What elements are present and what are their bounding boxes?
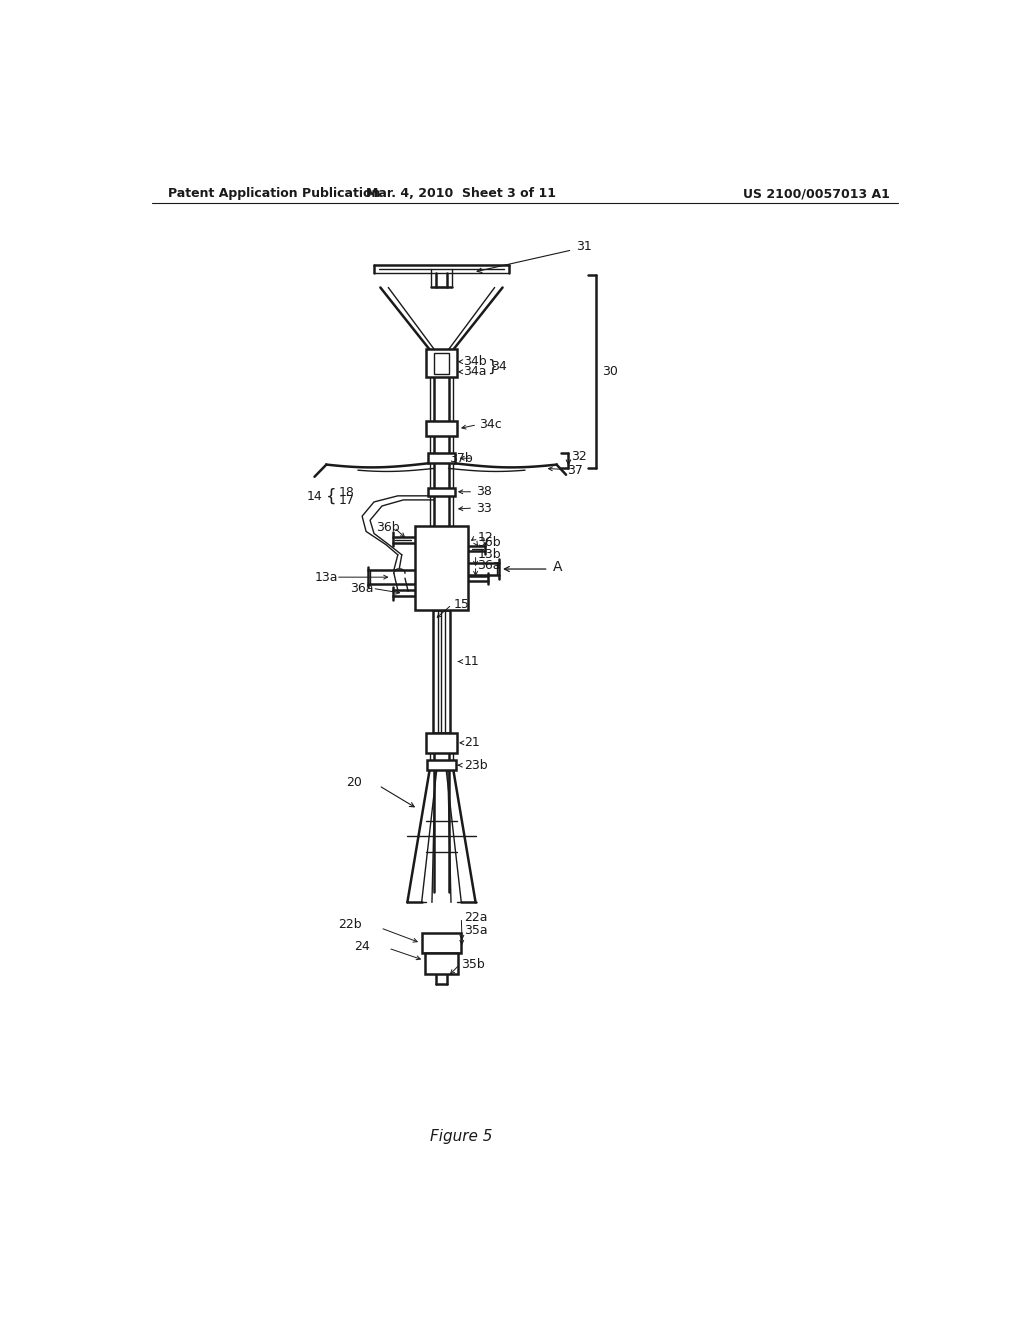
Text: 13b: 13b (477, 548, 501, 561)
Text: 31: 31 (577, 240, 592, 253)
Text: 12: 12 (477, 531, 493, 544)
Bar (427, 760, 456, 771)
Text: A: A (553, 560, 562, 574)
Text: 21: 21 (464, 737, 479, 750)
Text: 36a: 36a (350, 582, 374, 595)
Text: 37b: 37b (450, 451, 473, 465)
Text: 24: 24 (354, 940, 370, 953)
Bar (428, 453, 455, 463)
Text: 15: 15 (454, 598, 469, 611)
Text: 34a: 34a (463, 366, 486, 379)
Text: 38: 38 (475, 486, 492, 498)
Text: 22a: 22a (464, 911, 487, 924)
Bar (425, 953, 458, 974)
Text: 30: 30 (602, 366, 618, 379)
Bar (426, 421, 457, 436)
Text: 13a: 13a (314, 570, 338, 583)
Text: 17: 17 (338, 495, 354, 507)
Bar (428, 487, 455, 496)
Text: 20: 20 (346, 776, 362, 789)
Text: 14: 14 (306, 490, 323, 503)
Text: 37: 37 (567, 463, 583, 477)
Text: 18: 18 (338, 486, 354, 499)
Text: {: { (326, 488, 337, 506)
Text: 34: 34 (492, 360, 507, 374)
Text: }: } (486, 359, 497, 375)
Text: 35a: 35a (464, 924, 487, 937)
Bar (426, 350, 458, 378)
Text: Figure 5: Figure 5 (430, 1129, 493, 1143)
Text: 34c: 34c (479, 418, 503, 432)
Text: 36a: 36a (477, 560, 501, 573)
Text: 35b: 35b (461, 958, 485, 972)
Text: 22b: 22b (339, 919, 362, 932)
Bar (426, 733, 458, 752)
Text: 23b: 23b (464, 759, 487, 772)
Bar (433, 610, 451, 733)
Text: 34b: 34b (463, 355, 486, 368)
Text: Patent Application Publication: Patent Application Publication (168, 187, 380, 201)
Bar (416, 527, 468, 610)
Text: 11: 11 (464, 655, 479, 668)
Text: 32: 32 (570, 450, 587, 463)
Text: 36b: 36b (477, 536, 501, 549)
Text: Mar. 4, 2010  Sheet 3 of 11: Mar. 4, 2010 Sheet 3 of 11 (367, 187, 556, 201)
Bar (422, 933, 461, 953)
Text: US 2100/0057013 A1: US 2100/0057013 A1 (743, 187, 890, 201)
Bar (434, 352, 449, 374)
Text: 36b: 36b (377, 521, 400, 533)
Text: 33: 33 (475, 502, 492, 515)
